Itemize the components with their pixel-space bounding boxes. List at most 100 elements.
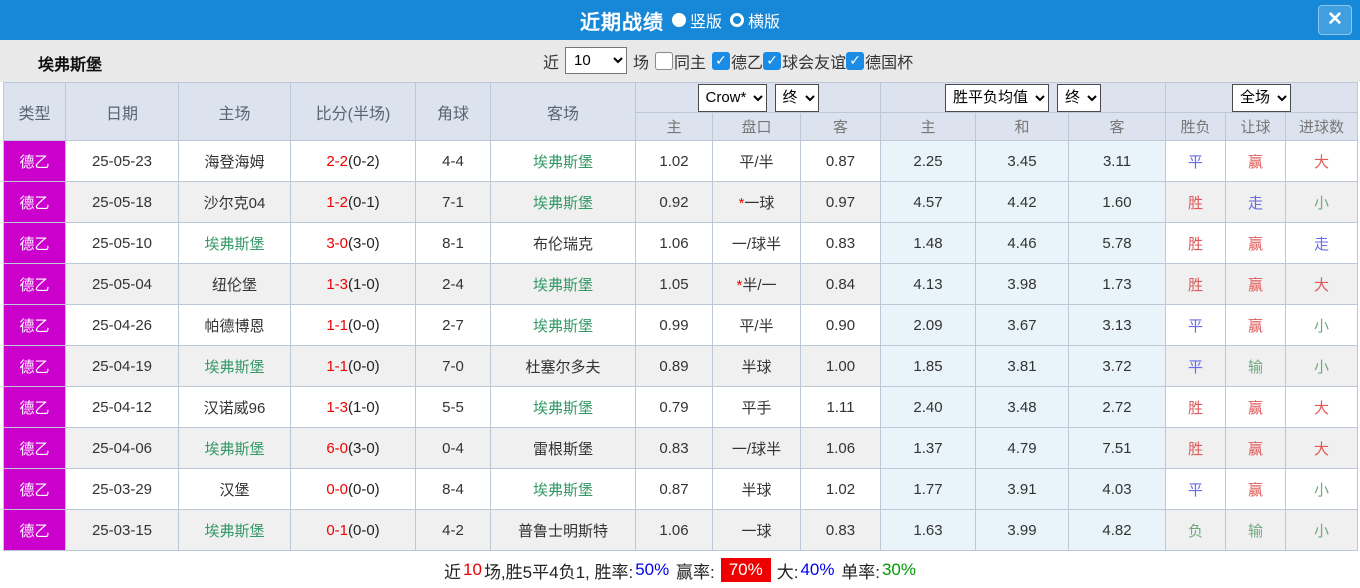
goals-result-cell: 大 [1285, 140, 1359, 182]
result-cell: 胜 [1165, 222, 1227, 264]
euro-draw-odds: 3.98 [975, 263, 1070, 305]
col-header-away: 客场 [490, 82, 636, 141]
layout-horizontal-option[interactable]: 横版 [730, 8, 780, 32]
asian-period-select[interactable]: 终 [774, 83, 819, 112]
half-time-score: (0-0) [348, 316, 380, 334]
full-time-score: 0-1 [326, 521, 348, 539]
result-cell: 平 [1165, 140, 1227, 182]
subheader-spread: 让球 [1225, 112, 1287, 141]
filter-bar: 埃弗斯堡 近 10 场 同主 ✓ 德乙 ✓ 球会友谊 ✓ 德国杯 [0, 40, 1360, 82]
checkbox-checked-icon: ✓ [712, 51, 731, 70]
asian-home-odds: 0.83 [635, 427, 713, 469]
asian-company-select[interactable]: Crow* [697, 83, 767, 112]
asian-handicap: 平/半 [712, 304, 801, 346]
home-team: 纽伦堡 [178, 263, 291, 305]
match-date: 25-05-18 [65, 181, 179, 223]
close-button[interactable]: ✕ [1318, 5, 1352, 35]
asian-home-odds: 0.99 [635, 304, 713, 346]
corners-score: 0-4 [415, 427, 491, 469]
asian-handicap: 平手 [712, 386, 801, 428]
euro-draw-odds: 3.91 [975, 468, 1070, 510]
euro-home-odds: 1.77 [880, 468, 977, 510]
corners-score: 4-4 [415, 140, 491, 182]
home-team: 汉诺威96 [178, 386, 291, 428]
summary-bar: 近 10 场,胜5平4负1, 胜率: 50% 赢率: 70% 大: 40% 单率… [0, 551, 1360, 588]
euro-away-odds: 3.11 [1068, 140, 1167, 182]
result-cell: 胜 [1165, 386, 1227, 428]
euro-draw-odds: 3.81 [975, 345, 1070, 387]
away-team: 埃弗斯堡 [490, 304, 636, 346]
asian-home-odds: 0.79 [635, 386, 713, 428]
table-row: 德乙 25-05-10 埃弗斯堡 3-0(3-0) 8-1 布伦瑞克 1.06 一/球半 0.8… [3, 222, 1359, 264]
spread-result-cell: 赢 [1225, 304, 1287, 346]
half-time-score: (3-0) [348, 234, 380, 252]
asian-handicap: 一球 [712, 509, 801, 551]
scope-select[interactable]: 全场 [1232, 83, 1292, 112]
score-cell: 1-1(0-0) [290, 304, 416, 346]
half-time-score: (1-0) [348, 275, 380, 293]
asian-handicap: 一/球半 [712, 427, 801, 469]
goals-result-cell: 小 [1285, 345, 1359, 387]
league-filter-label: 德乙 [731, 54, 764, 72]
match-date: 25-03-15 [65, 509, 179, 551]
asian-home-odds: 0.92 [635, 181, 713, 223]
results-table: 类型 日期 主场 比分(半场) 角球 客场 Crow* 终 胜平负均值 [3, 82, 1359, 551]
league-filter[interactable]: ✓ 德国杯 [846, 49, 913, 73]
win-rate-value: 50% [635, 560, 670, 579]
goals-result-cell: 小 [1285, 304, 1359, 346]
league-badge: 德乙 [3, 181, 66, 223]
radio-selected-icon [671, 13, 686, 27]
score-cell: 2-2(0-2) [290, 140, 416, 182]
corners-score: 5-5 [415, 386, 491, 428]
league-badge: 德乙 [3, 468, 66, 510]
corners-score: 2-4 [415, 263, 491, 305]
match-date: 25-05-23 [65, 140, 179, 182]
score-cell: 6-0(3-0) [290, 427, 416, 469]
league-filter[interactable]: ✓ 德乙 [712, 49, 763, 73]
subheader-asian-handicap: 盘口 [712, 112, 801, 141]
league-badge: 德乙 [3, 304, 66, 346]
full-time-score: 6-0 [326, 439, 348, 457]
asian-away-odds: 0.84 [799, 263, 882, 305]
asian-away-odds: 0.83 [799, 222, 882, 264]
league-filter[interactable]: ✓ 球会友谊 [763, 49, 846, 73]
odds-rate-badge: 70% [720, 558, 771, 582]
score-cell: 1-3(1-0) [290, 263, 416, 305]
euro-company-select[interactable]: 胜平负均值 [945, 83, 1050, 112]
away-team: 埃弗斯堡 [490, 181, 636, 223]
asian-away-odds: 1.06 [799, 427, 882, 469]
euro-period-select[interactable]: 终 [1057, 83, 1102, 112]
same-home-filter[interactable]: 同主 [655, 49, 706, 73]
league-badge: 德乙 [3, 345, 66, 387]
match-date: 25-05-10 [65, 222, 179, 264]
table-row: 德乙 25-04-19 埃弗斯堡 1-1(0-0) 7-0 杜塞尔多夫 0.89 半球 1.00… [3, 345, 1359, 387]
spread-result-cell: 赢 [1225, 468, 1287, 510]
home-team: 沙尔克04 [178, 181, 291, 223]
recent-label: 近 [543, 54, 560, 72]
result-cell: 平 [1165, 304, 1227, 346]
summary-text: 赢率: [671, 562, 715, 582]
home-team: 帕德博恩 [178, 304, 291, 346]
home-team: 埃弗斯堡 [178, 345, 291, 387]
asian-handicap: 平/半 [712, 140, 801, 182]
score-cell: 1-3(1-0) [290, 386, 416, 428]
full-time-score: 1-3 [326, 275, 348, 293]
goals-result-cell: 走 [1285, 222, 1359, 264]
goals-result-cell: 大 [1285, 386, 1359, 428]
euro-home-odds: 2.25 [880, 140, 977, 182]
euro-away-odds: 4.03 [1068, 468, 1167, 510]
summary-text: 大: [776, 562, 799, 582]
euro-home-odds: 1.48 [880, 222, 977, 264]
full-time-score: 2-2 [326, 152, 348, 170]
result-cell: 胜 [1165, 427, 1227, 469]
match-date: 25-04-19 [65, 345, 179, 387]
half-time-score: (0-1) [348, 193, 380, 211]
panel-title: 近期战绩 [579, 11, 664, 34]
spread-result-cell: 赢 [1225, 222, 1287, 264]
table-row: 德乙 25-03-15 埃弗斯堡 0-1(0-0) 4-2 普鲁士明斯特 1.06 一球 0.8… [3, 509, 1359, 551]
recent-count-select[interactable]: 10 [565, 47, 628, 74]
euro-away-odds: 3.13 [1068, 304, 1167, 346]
radio-unselected-icon [730, 13, 744, 27]
layout-vertical-option[interactable]: 竖版 [671, 8, 722, 32]
